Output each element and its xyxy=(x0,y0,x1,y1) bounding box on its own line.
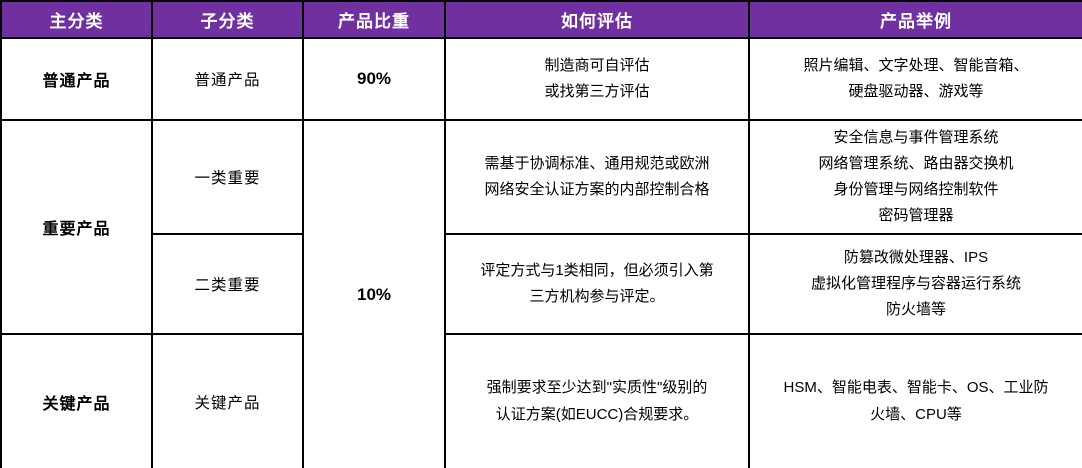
table-row-critical: 关键产品 关键产品 强制要求至少达到"实质性"级别的 认证方案(如EUCC)合规… xyxy=(0,333,1082,468)
cell-how-to-evaluate: 强制要求至少达到"实质性"级别的 认证方案(如EUCC)合规要求。 xyxy=(444,333,750,468)
cell-sub-category: 二类重要 xyxy=(151,233,304,335)
header-product-share: 产品比重 xyxy=(302,0,446,39)
cell-how-to-evaluate: 需基于协调标准、通用规范或欧洲 网络安全认证方案的内部控制合格 xyxy=(444,119,750,235)
header-sub-category: 子分类 xyxy=(151,0,304,39)
cell-how-to-evaluate: 制造商可自评估 或找第三方评估 xyxy=(444,37,750,121)
cell-sub-category: 普通产品 xyxy=(151,37,304,121)
header-main-category: 主分类 xyxy=(0,0,153,39)
table-row-important-class2: 二类重要 评定方式与1类相同，但必须引入第 三方机构参与评定。 防篡改微处理器、… xyxy=(1,233,1082,335)
cell-main-category: 普通产品 xyxy=(0,37,153,121)
cell-how-to-evaluate: 评定方式与1类相同，但必须引入第 三方机构参与评定。 xyxy=(444,233,750,335)
header-row: 主分类 子分类 产品比重 如何评估 产品举例 xyxy=(0,0,1082,39)
table-row-ordinary: 普通产品 普通产品 90% 制造商可自评估 或找第三方评估 照片编辑、文字处理、… xyxy=(0,37,1082,121)
cell-main-category: 关键产品 xyxy=(0,333,153,468)
cell-product-examples: 防篡改微处理器、IPS 虚拟化管理程序与容器运行系统 防火墙等 xyxy=(748,233,1082,335)
header-how-to-evaluate: 如何评估 xyxy=(444,0,750,39)
cell-product-examples: HSM、智能电表、智能卡、OS、工业防 火墙、CPU等 xyxy=(748,333,1082,468)
cell-product-examples: 照片编辑、文字处理、智能音箱、 硬盘驱动器、游戏等 xyxy=(748,37,1082,121)
cell-product-share: 10% xyxy=(302,119,446,468)
header-product-examples: 产品举例 xyxy=(748,0,1082,39)
cell-main-category: 重要产品 xyxy=(0,119,153,335)
cell-product-examples: 安全信息与事件管理系统 网络管理系统、路由器交换机 身份管理与网络控制软件 密码… xyxy=(748,119,1082,235)
cell-sub-category: 关键产品 xyxy=(151,333,304,468)
cell-product-share: 90% xyxy=(302,37,446,121)
table-row-important-class1: 重要产品 一类重要 10% 需基于协调标准、通用规范或欧洲 网络安全认证方案的内… xyxy=(0,119,1082,468)
cell-sub-category: 一类重要 xyxy=(151,119,304,235)
